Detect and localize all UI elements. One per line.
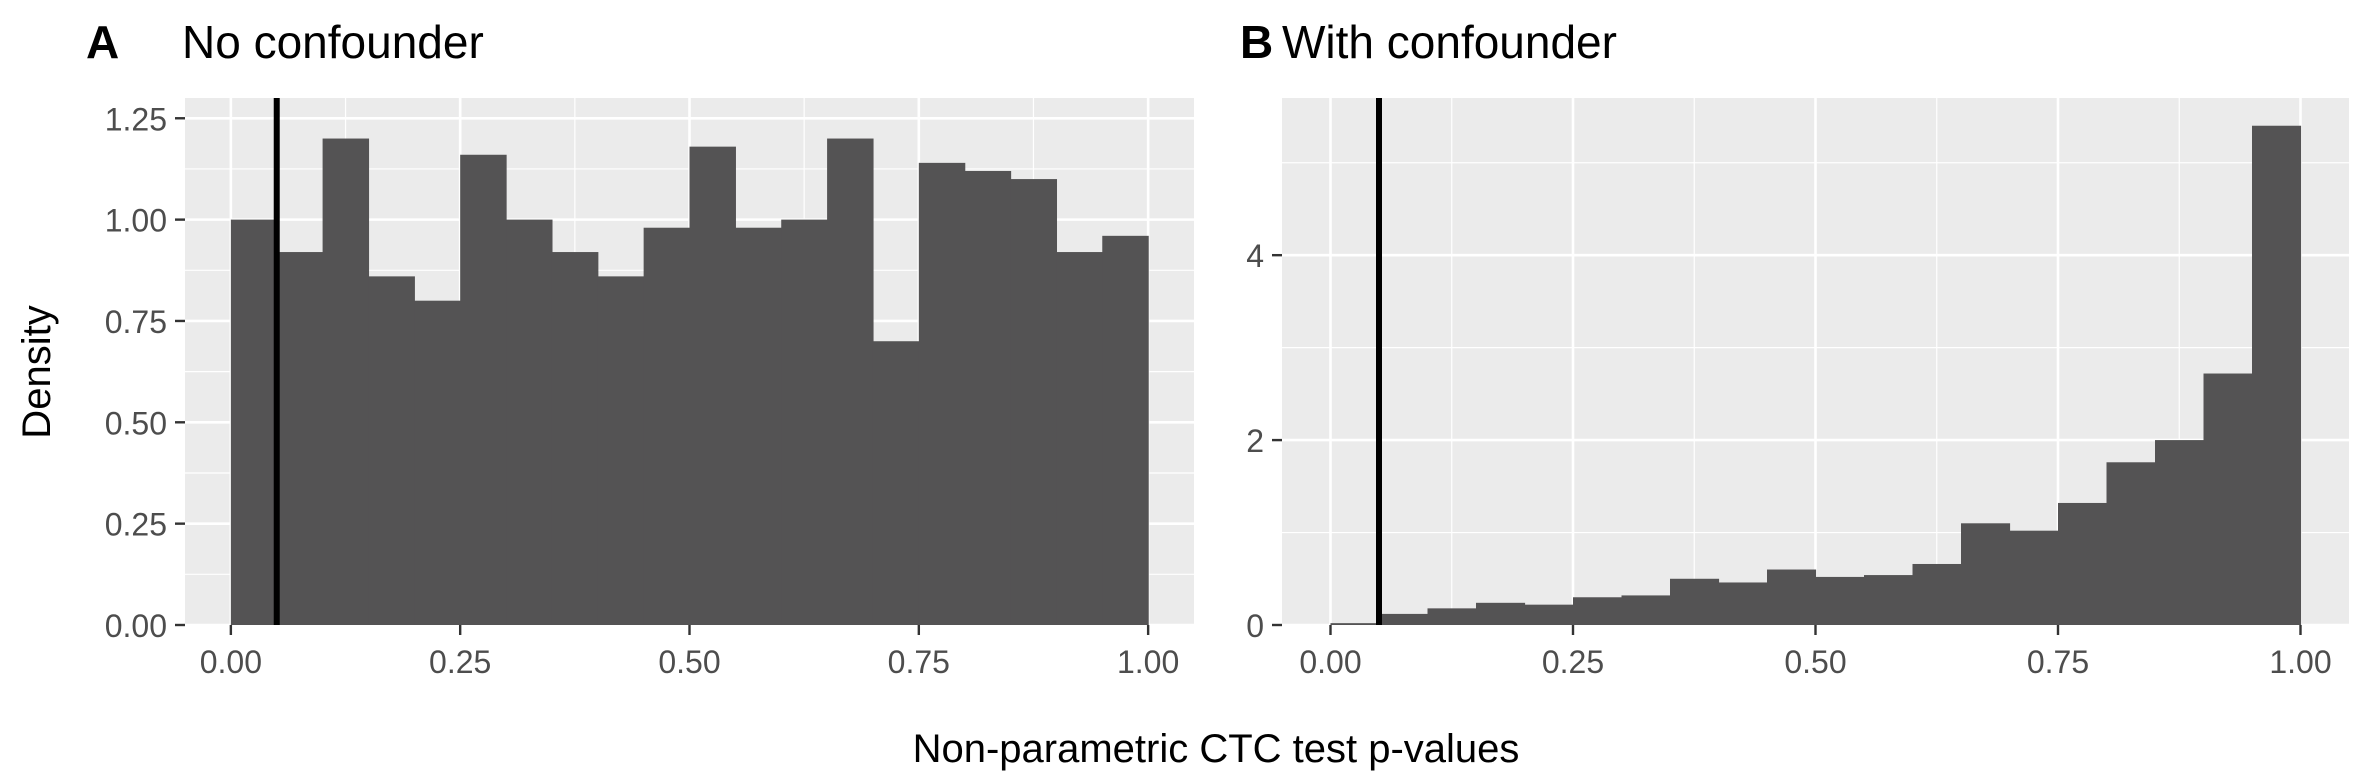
panel-b-y-tick-label: 0 bbox=[1246, 608, 1264, 644]
panel-a-bar bbox=[689, 146, 736, 625]
panel-b: B With confounder 0 2 4 0.00 0.25 0.50 0.75 1.… bbox=[1240, 16, 2349, 680]
panel-a-bars bbox=[230, 138, 1149, 626]
panel-b-x-axis: 0.00 0.25 0.50 0.75 1.00 bbox=[1299, 625, 2332, 680]
y-axis-title: Density bbox=[15, 305, 59, 438]
panel-b-bar bbox=[1718, 582, 1768, 625]
panel-b-x-tick-label: 1.00 bbox=[2269, 644, 2331, 680]
panel-b-x-tick-label: 0.25 bbox=[1542, 644, 1604, 680]
panel-b-bar bbox=[1427, 608, 1477, 625]
panel-a-bar bbox=[1102, 235, 1149, 626]
panel-a-x-tick-label: 1.00 bbox=[1117, 644, 1179, 680]
panel-a-y-tick-label: 0.75 bbox=[105, 304, 167, 340]
panel-b-bar bbox=[1961, 523, 2011, 625]
panel-a-y-tick-label: 0.50 bbox=[105, 405, 167, 441]
panel-b-bar bbox=[1815, 576, 1865, 625]
panel-a-bar bbox=[230, 219, 278, 625]
panel-b-bar bbox=[1330, 623, 1380, 625]
panel-b-bar bbox=[1476, 602, 1526, 625]
panel-a-x-tick-label: 0.50 bbox=[658, 644, 720, 680]
panel-a-bar bbox=[964, 170, 1012, 625]
panel-a-y-tick-label: 1.00 bbox=[105, 203, 167, 239]
panel-a-bar bbox=[276, 252, 324, 626]
panel-b-x-tick-label: 0.50 bbox=[1784, 644, 1846, 680]
panel-a-bar bbox=[414, 300, 461, 625]
x-axis-title: Non-parametric CTC test p-values bbox=[913, 727, 1520, 771]
panel-b-bar bbox=[2203, 373, 2253, 625]
panel-b-bar bbox=[1767, 569, 1817, 625]
panel-a-bar bbox=[735, 227, 782, 625]
panel-b-bar bbox=[2058, 502, 2108, 625]
panel-b-x-tick-label: 0.00 bbox=[1299, 644, 1361, 680]
panel-a-bar bbox=[322, 138, 370, 626]
panel-a-bar bbox=[781, 219, 828, 625]
panel-b-bar bbox=[2106, 462, 2156, 625]
panel-a-bar bbox=[918, 162, 966, 625]
panel-b-bar bbox=[2155, 440, 2205, 625]
panel-a-title: No confounder bbox=[182, 16, 484, 68]
panel-b-bar bbox=[1573, 597, 1623, 625]
panel-a-bar bbox=[597, 276, 645, 625]
panel-a-x-tick-label: 0.75 bbox=[888, 644, 950, 680]
panel-b-y-tick-label: 2 bbox=[1246, 423, 1264, 459]
panel-a-bar bbox=[368, 276, 415, 625]
panel-b-bar bbox=[1864, 575, 1914, 625]
panel-a-y-tick-label: 1.25 bbox=[105, 101, 167, 137]
panel-b-bar bbox=[2252, 125, 2302, 625]
panel-b-bar bbox=[1670, 578, 1720, 625]
panel-a-x-axis: 0.00 0.25 0.50 0.75 1.00 bbox=[200, 625, 1179, 680]
panel-a-bar bbox=[506, 219, 553, 625]
panel-a: A No confounder 0.00 0.25 0.50 0.75 1.00 1.25… bbox=[86, 16, 1194, 680]
panel-a-bar bbox=[1056, 252, 1103, 626]
panel-a-y-tick-label: 0.25 bbox=[105, 507, 167, 543]
panel-a-bar bbox=[551, 252, 599, 626]
panel-b-bars bbox=[1330, 125, 2302, 625]
panel-b-bar bbox=[1524, 604, 1574, 625]
panel-b-bar bbox=[1621, 595, 1671, 625]
panel-a-y-axis: 0.00 0.25 0.50 0.75 1.00 1.25 bbox=[105, 101, 185, 644]
panel-a-x-tick-label: 0.25 bbox=[429, 644, 491, 680]
panel-a-bar bbox=[643, 227, 691, 625]
panel-a-bar bbox=[827, 138, 874, 626]
panel-b-bar bbox=[2009, 530, 2059, 625]
panel-b-bar bbox=[1379, 613, 1429, 625]
panel-b-y-axis: 0 2 4 bbox=[1246, 238, 1282, 644]
panel-a-tag: A bbox=[86, 16, 119, 68]
panel-b-bar bbox=[1912, 563, 1962, 625]
panel-b-tag: B bbox=[1240, 16, 1273, 68]
panel-a-x-tick-label: 0.00 bbox=[200, 644, 262, 680]
panel-b-title: With confounder bbox=[1282, 16, 1617, 68]
panel-b-y-tick-label: 4 bbox=[1246, 238, 1264, 274]
panel-b-x-tick-label: 0.75 bbox=[2027, 644, 2089, 680]
panel-a-bar bbox=[872, 341, 920, 625]
panel-a-y-tick-label: 0.00 bbox=[105, 608, 167, 644]
panel-a-bar bbox=[1010, 179, 1058, 626]
panel-a-bar bbox=[460, 154, 507, 625]
